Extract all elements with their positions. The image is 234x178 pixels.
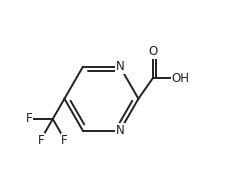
- Text: F: F: [61, 134, 68, 147]
- Text: F: F: [38, 134, 44, 147]
- Text: N: N: [116, 60, 124, 73]
- Text: O: O: [148, 45, 157, 58]
- Text: N: N: [116, 124, 124, 137]
- Text: OH: OH: [172, 72, 190, 85]
- Text: F: F: [26, 112, 32, 125]
